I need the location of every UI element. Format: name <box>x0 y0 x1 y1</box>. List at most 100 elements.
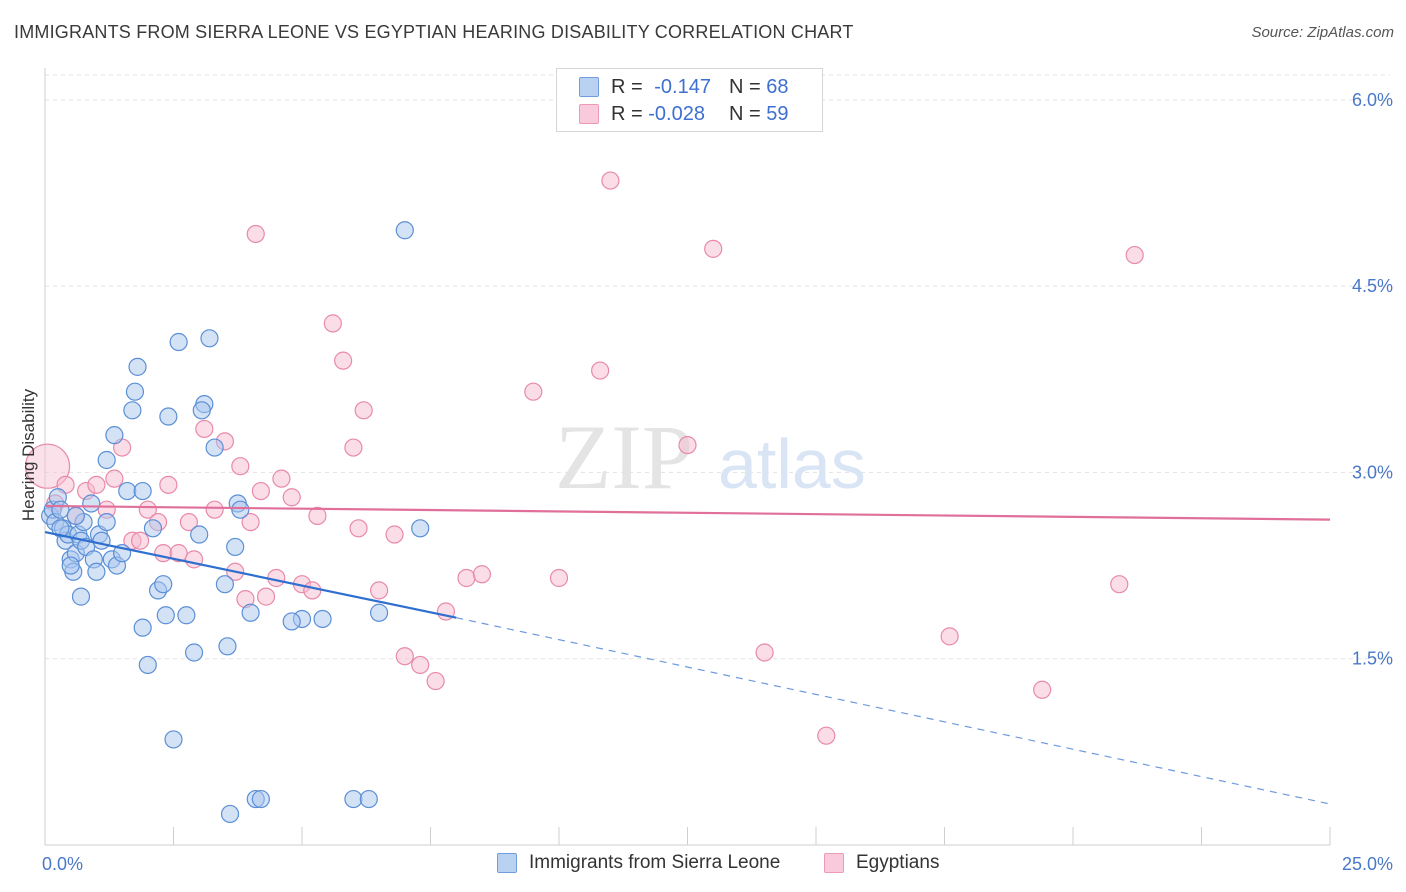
egyptians-point <box>1033 680 1052 699</box>
series-legend: Immigrants from Sierra Leone Egyptians <box>0 852 1406 878</box>
sierra-leone-point <box>164 730 183 749</box>
watermark: ZIP atlas <box>555 406 866 508</box>
grid-lines <box>45 74 1390 660</box>
egyptians-point <box>205 500 224 519</box>
sierra-leone-point <box>192 401 211 420</box>
egyptians-point <box>138 500 157 519</box>
sierra-leone-point <box>138 655 157 675</box>
sierra-leone-point <box>71 587 91 606</box>
egyptians-point <box>231 457 250 476</box>
sierra-leone-point <box>159 407 178 426</box>
egyptians-point <box>385 525 404 544</box>
egyptians-point <box>246 224 265 244</box>
egyptians-point <box>1125 245 1144 265</box>
x-tick-label-min: 0.0% <box>42 854 83 874</box>
sierra-leone-point <box>143 519 163 538</box>
egyptians-point <box>1110 575 1129 594</box>
egyptians-point <box>817 726 836 745</box>
egyptians-point <box>524 382 543 401</box>
sierra-leone-point <box>344 789 363 809</box>
trend-line-egyptians <box>44 504 1331 521</box>
egyptians-point <box>282 488 301 507</box>
legend-item-egyptians[interactable]: Egyptians <box>824 852 939 874</box>
egyptians-point <box>195 419 214 439</box>
legend-item-sierra-leone[interactable]: Immigrants from Sierra Leone <box>497 852 780 874</box>
sierra-leone-point <box>200 329 219 348</box>
sierra-leone-point <box>97 450 116 470</box>
sierra-leone-point <box>231 500 250 519</box>
legend-swatch-pink <box>579 104 599 124</box>
legend-r-value: -0.147 <box>654 75 711 98</box>
sierra-leone-point <box>156 606 175 625</box>
sierra-leone-point <box>226 537 245 557</box>
egyptians-point <box>308 506 327 525</box>
egyptians-point <box>272 469 291 488</box>
egyptians-point <box>323 314 342 333</box>
legend-r-value: -0.028 <box>648 102 705 125</box>
sierra-leone-point <box>133 618 152 637</box>
sierra-leone-point <box>87 562 106 581</box>
egyptians-point <box>159 475 178 494</box>
egyptians-point <box>303 581 322 600</box>
sierra-leone-point <box>411 519 430 538</box>
sierra-leone-point <box>51 500 70 519</box>
egyptians-point <box>87 475 106 494</box>
egyptians-point <box>354 401 373 420</box>
sierra-leone-point <box>282 612 301 631</box>
egyptians-point <box>334 351 353 370</box>
sierra-leone-point <box>66 506 85 525</box>
sierra-leone-point <box>184 643 204 662</box>
legend-label: Egyptians <box>856 852 940 873</box>
tick-labels: 1.5% 3.0% 4.5% 6.0% 0.0% 25.0% <box>42 90 1393 874</box>
egyptians-point <box>755 643 774 662</box>
sierra-leone-point <box>241 603 260 622</box>
sierra-leone-point <box>169 332 188 352</box>
egyptians-point <box>105 469 124 488</box>
chart-title: IMMIGRANTS FROM SIERRA LEONE VS EGYPTIAN… <box>14 22 854 42</box>
watermark-atlas: atlas <box>718 425 866 503</box>
sierra-leone-point <box>215 575 234 594</box>
legend-r-label: R = <box>611 102 643 125</box>
y-tick-label: 1.5% <box>1352 649 1393 669</box>
sierra-leone-point <box>123 401 142 420</box>
egyptians-point <box>457 568 476 588</box>
sierra-leone-point <box>395 221 414 240</box>
legend-r-label: R = <box>611 75 643 98</box>
legend-label: Immigrants from Sierra Leone <box>529 852 781 873</box>
sierra-leone-point <box>220 804 240 824</box>
sierra-leone-point <box>125 382 145 401</box>
legend-n-label: N = <box>729 75 761 98</box>
egyptians-point <box>344 438 363 457</box>
sierra-leone-point <box>251 789 270 809</box>
y-tick-label: 3.0% <box>1352 462 1393 482</box>
egyptians-point <box>601 171 620 190</box>
y-axis-label: Hearing Disability <box>19 388 38 521</box>
egyptians-points <box>24 171 1144 745</box>
sierra-leone-point <box>97 512 116 532</box>
sierra-leone-point <box>218 637 237 656</box>
sierra-leone-point <box>154 575 173 594</box>
legend-n-value: 59 <box>766 102 789 125</box>
egyptians-point <box>256 587 276 606</box>
sierra-leone-point <box>128 357 147 376</box>
legend-n-label: N = <box>729 102 761 125</box>
egyptians-point <box>154 544 173 563</box>
sierra-leone-point <box>313 609 332 629</box>
y-tick-label: 6.0% <box>1352 90 1393 110</box>
egyptians-point <box>472 565 491 584</box>
watermark-zip: ZIP <box>555 406 693 508</box>
sierra-leone-points <box>41 221 430 824</box>
source-label: Source: ZipAtlas.com <box>1251 24 1394 41</box>
axes <box>44 68 1331 846</box>
egyptians-point <box>426 671 445 691</box>
sierra-leone-point <box>51 519 70 538</box>
legend-swatch-pink <box>824 853 844 873</box>
legend-swatch-blue <box>579 77 599 97</box>
egyptians-point <box>24 443 71 489</box>
sierra-leone-point <box>190 525 209 544</box>
egyptians-point <box>411 655 430 675</box>
x-tick-label-max: 25.0% <box>1342 854 1393 874</box>
sierra-leone-point <box>118 481 137 501</box>
sierra-leone-point <box>177 606 196 625</box>
